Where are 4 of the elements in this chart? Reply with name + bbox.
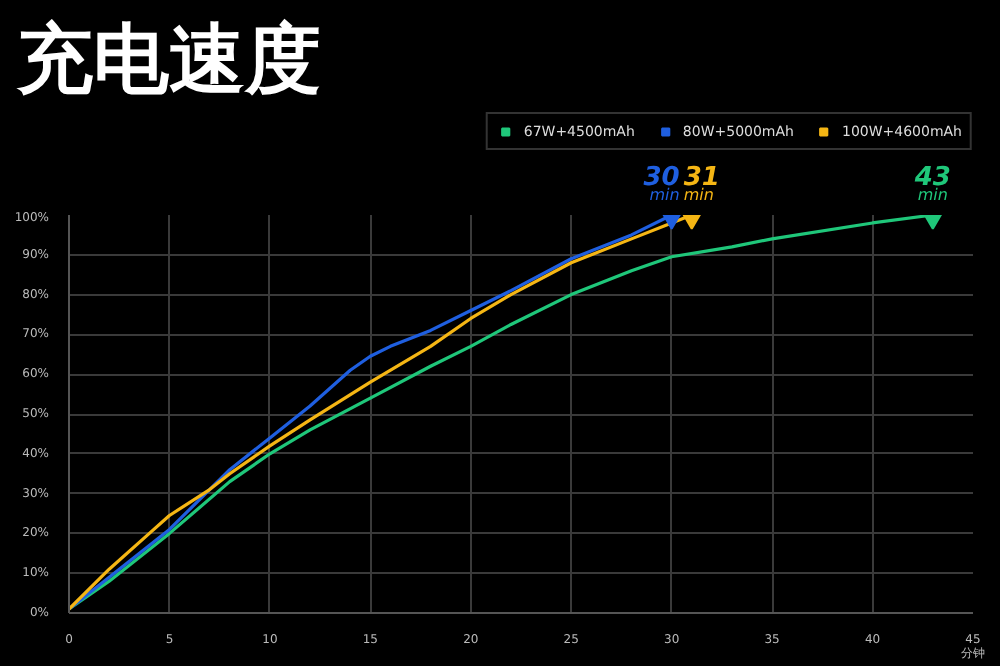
chart-title: 充电速度 bbox=[15, 15, 321, 103]
annotation: 31 min bbox=[683, 162, 720, 205]
annotation: 43 min bbox=[912, 162, 951, 205]
annotation: 30 min bbox=[643, 162, 680, 205]
